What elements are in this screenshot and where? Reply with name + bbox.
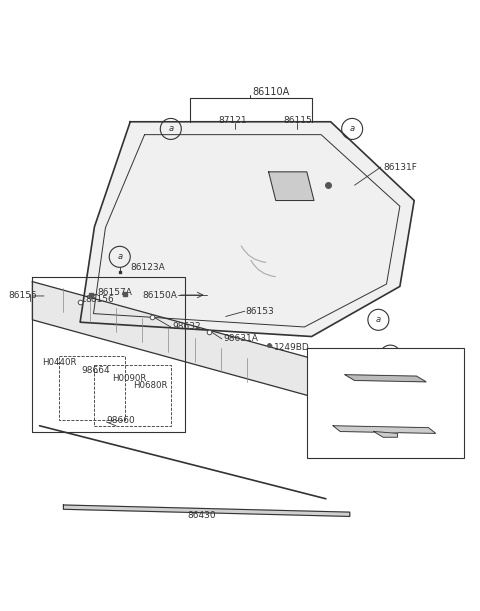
Polygon shape (345, 375, 426, 382)
FancyBboxPatch shape (307, 348, 464, 458)
Text: 86110A: 86110A (252, 87, 289, 97)
Polygon shape (80, 122, 414, 337)
Text: 86115: 86115 (283, 116, 312, 125)
Text: 86123A: 86123A (130, 263, 165, 272)
Text: 86153: 86153 (246, 307, 275, 316)
Text: 87864: 87864 (362, 398, 390, 407)
Text: 98631A: 98631A (223, 334, 258, 343)
Text: H0090R: H0090R (112, 373, 146, 382)
Text: 86131F: 86131F (383, 163, 417, 172)
Polygon shape (63, 505, 350, 516)
Text: 98632: 98632 (172, 323, 201, 332)
Text: 1249BD: 1249BD (275, 343, 310, 351)
Text: 86124D: 86124D (331, 362, 366, 371)
Text: 86150A: 86150A (142, 291, 177, 301)
Text: a: a (168, 125, 173, 133)
Polygon shape (269, 172, 314, 200)
Text: 86157A: 86157A (98, 288, 132, 296)
Text: a: a (349, 125, 355, 133)
Text: 87121: 87121 (218, 116, 247, 125)
Text: 86155: 86155 (9, 291, 37, 301)
Text: 98664: 98664 (82, 367, 110, 375)
Polygon shape (33, 282, 345, 406)
Text: 98660: 98660 (107, 415, 135, 425)
Text: 86156: 86156 (86, 295, 115, 304)
Polygon shape (333, 426, 436, 433)
Text: 86430: 86430 (188, 511, 216, 520)
Polygon shape (373, 431, 397, 437)
Text: a: a (376, 315, 381, 324)
Text: a: a (318, 362, 323, 371)
Text: a: a (388, 351, 393, 360)
Text: a: a (117, 252, 122, 262)
Text: H0440R: H0440R (42, 358, 76, 367)
Text: H0680R: H0680R (132, 381, 167, 390)
